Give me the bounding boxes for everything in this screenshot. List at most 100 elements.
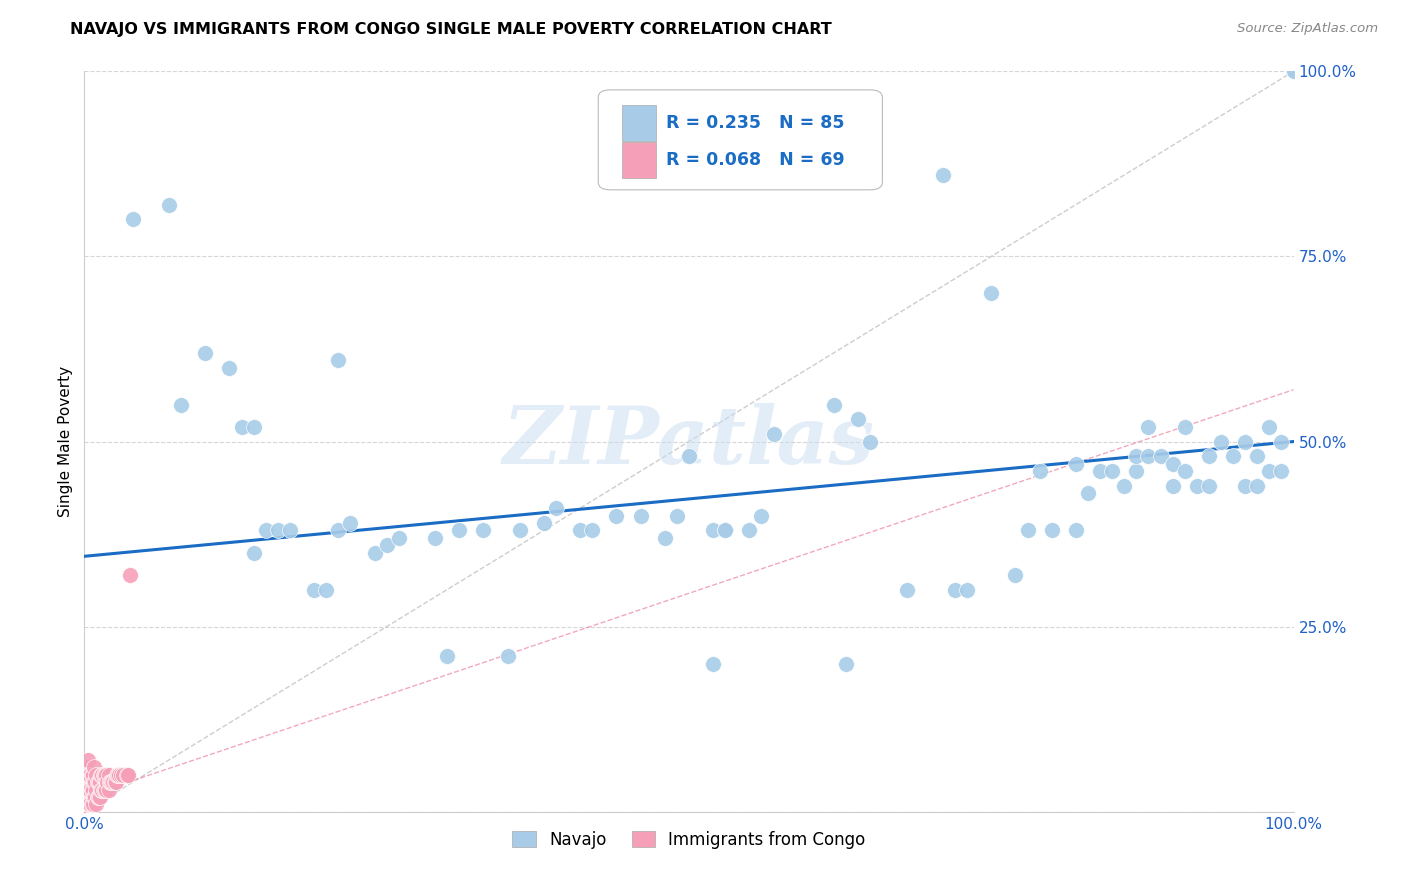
Point [77,753,100,767]
Point [77,782,100,797]
Point [1161,479,1184,493]
Point [1125,464,1147,478]
Point [73,760,96,774]
Point [77,767,100,781]
Point [363,546,385,560]
Point [932,168,955,182]
Point [956,582,979,597]
Point [194,345,217,359]
Point [544,501,567,516]
Point [82,797,104,812]
Point [80,767,103,781]
Point [1004,567,1026,582]
Point [1077,486,1099,500]
Point [702,524,724,538]
Point [302,582,325,597]
Point [79,767,101,781]
Point [1258,419,1281,434]
Point [80,797,103,812]
Point [328,353,350,368]
Point [1234,479,1257,493]
Point [157,197,180,211]
Point [75,760,97,774]
Point [98,775,121,789]
Point [1185,479,1208,493]
Point [375,538,398,552]
Point [89,789,111,804]
Point [472,524,495,538]
Point [77,797,100,812]
Point [1137,419,1160,434]
Point [943,582,966,597]
Point [714,524,737,538]
Text: Source: ZipAtlas.com: Source: ZipAtlas.com [1237,22,1378,36]
Point [339,516,361,530]
Point [73,789,96,804]
Point [73,805,96,819]
Point [1246,479,1268,493]
Point [75,805,97,819]
Point [1125,450,1147,464]
Point [100,775,122,789]
Point [1137,450,1160,464]
Point [84,775,107,789]
Point [231,419,253,434]
Point [278,524,301,538]
Point [751,508,773,523]
Point [1198,479,1220,493]
Point [509,524,531,538]
Point [1064,524,1087,538]
Point [83,789,105,804]
Point [654,531,676,545]
Point [76,760,98,774]
Point [108,767,131,781]
Point [1234,434,1257,449]
Point [86,775,108,789]
Point [714,524,737,538]
Point [90,767,112,781]
Point [76,775,98,789]
Point [1174,419,1197,434]
Point [1161,457,1184,471]
Point [77,782,100,797]
Point [1246,450,1268,464]
Point [75,775,97,789]
Point [83,775,105,789]
Point [1114,479,1136,493]
Point [859,434,882,449]
Point [449,524,471,538]
Point [104,775,127,789]
Point [388,531,411,545]
Point [76,789,98,804]
Point [117,767,139,781]
Point [896,582,918,597]
Point [738,524,761,538]
Point [115,767,138,781]
Point [218,360,240,375]
Y-axis label: Single Male Poverty: Single Male Poverty [58,366,73,517]
Point [242,546,264,560]
Point [110,767,132,781]
Point [93,767,115,781]
Point [94,782,117,797]
Text: R = 0.235   N = 85: R = 0.235 N = 85 [666,114,845,132]
Point [87,775,110,789]
Point [581,524,603,538]
Point [77,767,100,781]
Point [267,524,290,538]
Point [496,649,519,664]
Point [79,797,101,812]
Point [84,789,107,804]
Point [1198,450,1220,464]
Point [1282,64,1305,78]
Point [75,789,97,804]
Point [91,782,114,797]
Point [665,508,688,523]
Point [1270,464,1292,478]
Point [254,524,277,538]
Point [569,524,592,538]
Point [94,767,117,781]
Point [315,582,337,597]
Point [104,775,127,789]
Point [242,419,264,434]
